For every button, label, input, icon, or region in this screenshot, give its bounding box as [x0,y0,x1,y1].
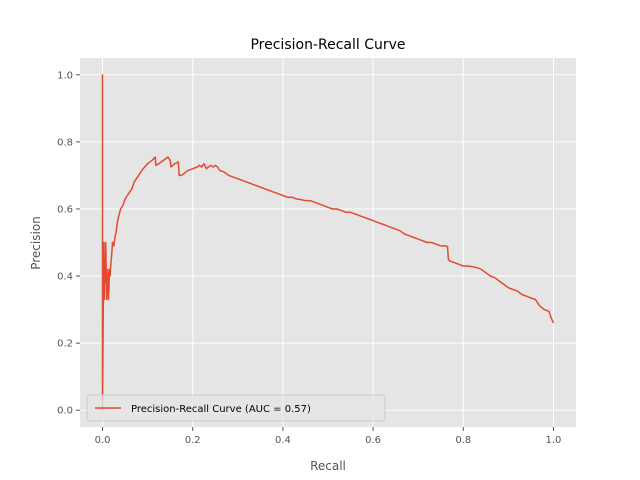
y-tick-label: 0.8 [57,137,73,148]
y-tick-label: 0.2 [57,339,73,350]
y-axis-label: Precision [29,216,43,270]
legend-box [86,394,386,422]
x-axis-ticks: 0.0 0.2 0.4 0.6 0.8 1.0 [95,427,562,446]
y-tick-label: 1.0 [57,70,73,81]
x-tick-label: 0.4 [275,435,291,446]
legend: Precision-Recall Curve (AUC = 0.57) [86,394,386,422]
precision-recall-curve-line [101,74,555,411]
plot-area [80,58,576,427]
grid-lines [80,58,576,427]
x-tick-label: 0.6 [365,435,381,446]
x-tick-label: 0.8 [455,435,471,446]
y-tick-label: 0.6 [57,204,73,215]
y-tick-label: 0.4 [57,272,73,283]
chart-title: Precision-Recall Curve [250,37,405,53]
data-layer [101,74,555,411]
x-tick-label: 1.0 [546,435,562,446]
x-tick-label: 0.2 [185,435,201,446]
y-axis-ticks: 0.0 0.2 0.4 0.6 0.8 1.0 [57,70,80,417]
y-tick-label: 0.0 [57,406,73,417]
x-axis-label: Recall [310,459,346,473]
x-tick-label: 0.0 [95,435,111,446]
legend-label: Precision-Recall Curve (AUC = 0.57) [131,404,311,415]
